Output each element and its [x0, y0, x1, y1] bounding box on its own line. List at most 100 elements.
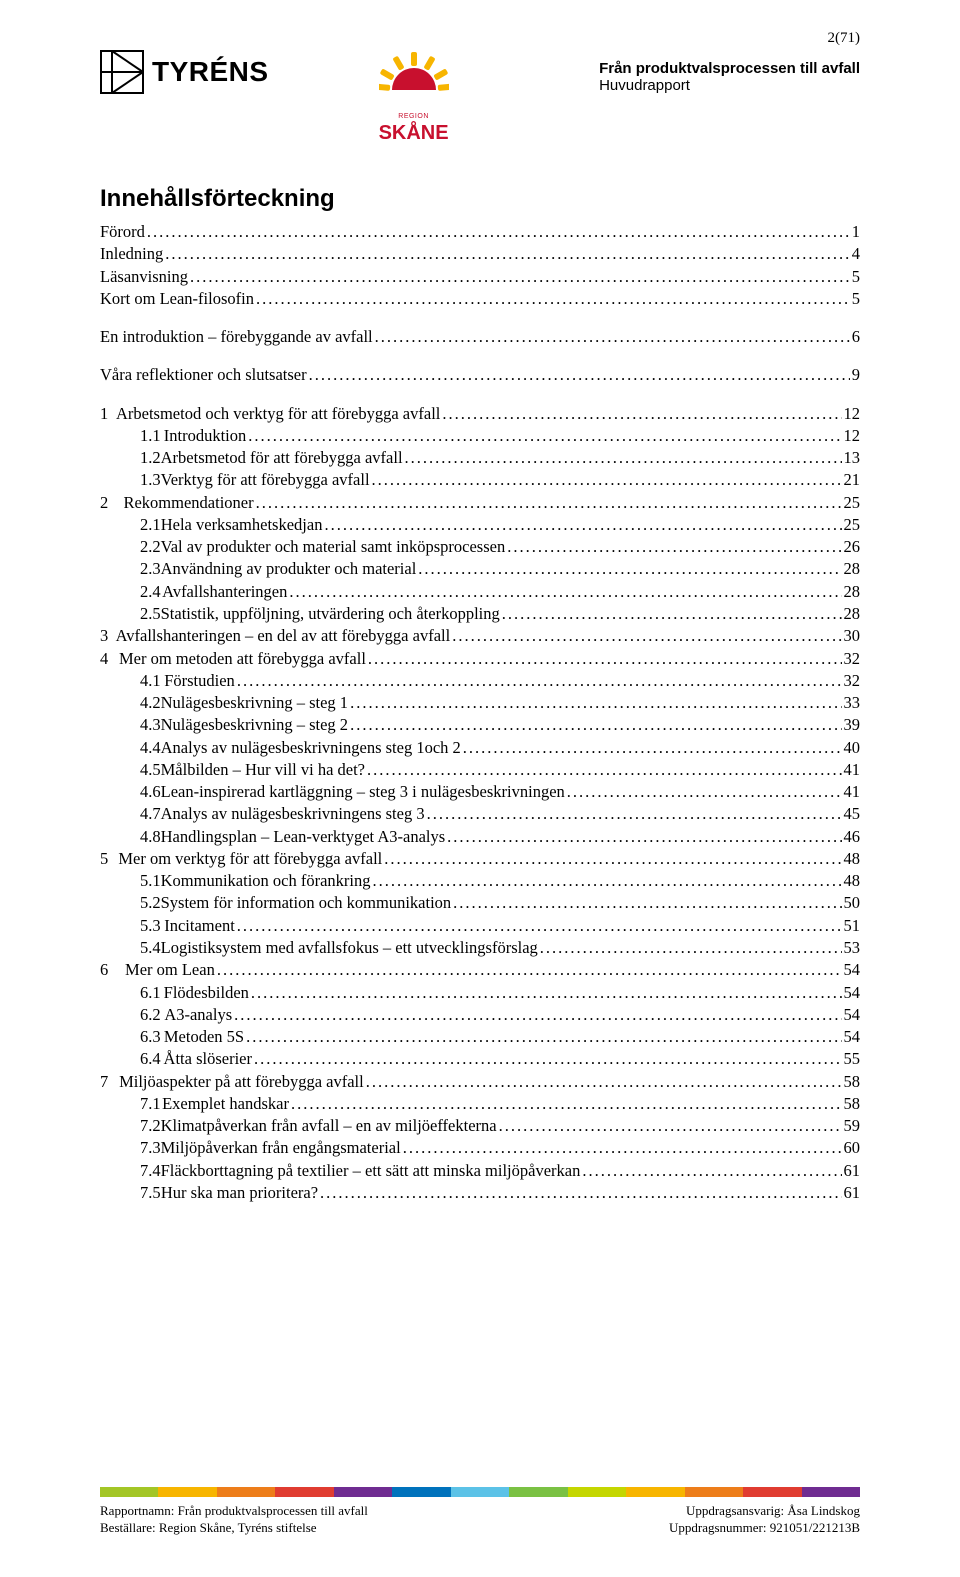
toc-number: 7.5	[100, 1182, 161, 1204]
toc-leader-dots	[254, 1048, 842, 1070]
toc-leader-dots	[289, 581, 841, 603]
toc-number: 5	[100, 848, 118, 870]
toc-leader-dots	[256, 492, 842, 514]
toc-leader-dots	[375, 326, 850, 348]
toc-leader-dots	[165, 243, 850, 265]
toc-entry: 7.3Miljöpåverkan från engångsmaterial60	[100, 1137, 860, 1159]
footer-bar-segment	[626, 1487, 684, 1497]
toc-number: 4.3	[100, 714, 161, 736]
tyrens-logo-text: TYRÉNS	[152, 56, 269, 88]
footer-right: Uppdragsansvarig: Åsa Lindskog Uppdragsn…	[669, 1503, 860, 1537]
toc-number: 6	[100, 959, 125, 981]
toc-entry: 6.1Flödesbilden54	[100, 982, 860, 1004]
toc-entry: 1.3Verktyg för att förebygga avfall21	[100, 469, 860, 491]
toc-label: Val av produkter och material samt inköp…	[161, 536, 506, 558]
toc-page-number: 25	[844, 514, 861, 536]
toc-leader-dots	[567, 781, 842, 803]
toc-leader-dots	[418, 558, 841, 580]
toc-page-number: 28	[844, 581, 861, 603]
toc-entry: 4.1Förstudien32	[100, 670, 860, 692]
toc-entry: 4.8Handlingsplan – Lean-verktyget A3-ana…	[100, 826, 860, 848]
tyrens-logo-icon	[100, 50, 144, 94]
toc-label: Arbetsmetod och verktyg för att förebygg…	[116, 403, 440, 425]
toc-entry: 5Mer om verktyg för att förebygga avfall…	[100, 848, 860, 870]
toc-entry: 1.2Arbetsmetod för att förebygga avfall1…	[100, 447, 860, 469]
toc-number: 6.2	[100, 1004, 164, 1026]
toc-leader-dots	[405, 447, 842, 469]
footer-left: Rapportnamn: Från produktvalsprocessen t…	[100, 1503, 368, 1537]
page-footer: Rapportnamn: Från produktvalsprocessen t…	[100, 1487, 860, 1537]
toc-page-number: 28	[844, 603, 861, 625]
toc-page-number: 21	[844, 469, 861, 491]
toc-entry: 7.1Exemplet handskar58	[100, 1093, 860, 1115]
toc-label: Lean-inspirerad kartläggning – steg 3 i …	[161, 781, 565, 803]
footer-client: Beställare: Region Skåne, Tyréns stiftel…	[100, 1520, 368, 1537]
toc-page-number: 1	[852, 221, 860, 243]
toc-leader-dots	[350, 714, 841, 736]
toc-number: 6.1	[100, 982, 164, 1004]
toc-heading: Innehållsförteckning	[100, 185, 860, 213]
toc-page-number: 54	[844, 982, 861, 1004]
footer-bar-segment	[451, 1487, 509, 1497]
toc-leader-dots	[246, 1026, 841, 1048]
toc-page-number: 41	[844, 781, 861, 803]
toc-number: 2.4	[100, 581, 162, 603]
toc-number: 4.8	[100, 826, 161, 848]
toc-number: 5.4	[100, 937, 161, 959]
skane-sun-icon	[379, 50, 449, 113]
toc-entry: 7.2Klimatpåverkan från avfall – en av mi…	[100, 1115, 860, 1137]
toc-label: Metoden 5S	[164, 1026, 244, 1048]
toc-page-number: 48	[844, 870, 861, 892]
toc-leader-dots	[502, 603, 842, 625]
toc-entry: 4.2Nulägesbeskrivning – steg 133	[100, 692, 860, 714]
toc-entry: 5.4Logistiksystem med avfallsfokus – ett…	[100, 937, 860, 959]
toc-entry: 4.7Analys av nulägesbeskrivningens steg …	[100, 803, 860, 825]
toc-number: 2.1	[100, 514, 161, 536]
document-page: 2(71) TYRÉNS	[0, 0, 960, 1577]
toc-number: 5.2	[100, 892, 161, 914]
toc-label: Inledning	[100, 243, 163, 265]
toc-label: Kommunikation och förankring	[161, 870, 371, 892]
toc-page-number: 40	[844, 737, 861, 759]
toc-entry: 2.2Val av produkter och material samt in…	[100, 536, 860, 558]
toc-leader-dots	[248, 425, 841, 447]
header-title-sub: Huvudrapport	[599, 77, 860, 94]
toc-number: 1.1	[100, 425, 164, 447]
toc-page-number: 39	[844, 714, 861, 736]
page-number: 2(71)	[828, 30, 861, 47]
toc-entry: 4.5Målbilden – Hur vill vi ha det?41	[100, 759, 860, 781]
toc-entry: 1Arbetsmetod och verktyg för att förebyg…	[100, 403, 860, 425]
footer-assignment-number: Uppdragsnummer: 921051/221213B	[669, 1520, 860, 1537]
toc-number: 6.4	[100, 1048, 164, 1070]
toc-leader-dots	[350, 692, 841, 714]
toc-label: Åtta slöserier	[164, 1048, 252, 1070]
footer-responsible: Uppdragsansvarig: Åsa Lindskog	[669, 1503, 860, 1520]
footer-bar-segment	[334, 1487, 392, 1497]
toc-page-number: 54	[844, 959, 861, 981]
toc-label: Målbilden – Hur vill vi ha det?	[161, 759, 365, 781]
toc-leader-dots	[403, 1137, 842, 1159]
footer-bar-segment	[100, 1487, 158, 1497]
toc-label: Avfallshanteringen	[162, 581, 287, 603]
toc-number: 1	[100, 403, 116, 425]
toc-entry: 4.4Analys av nulägesbeskrivningens steg …	[100, 737, 860, 759]
toc-page-number: 61	[844, 1182, 861, 1204]
toc-label: Nulägesbeskrivning – steg 2	[161, 714, 348, 736]
toc-number: 2	[100, 492, 123, 514]
toc-entry: 5.2System för information och kommunikat…	[100, 892, 860, 914]
toc-label: Incitament	[164, 915, 235, 937]
toc-page-number: 5	[852, 266, 860, 288]
toc-number: 5.1	[100, 870, 161, 892]
toc-label: Hela verksamhetskedjan	[161, 514, 323, 536]
toc-page-number: 5	[852, 288, 860, 310]
toc-number: 4.1	[100, 670, 164, 692]
toc-label: A3-analys	[164, 1004, 232, 1026]
toc-label: Mer om verktyg för att förebygga avfall	[118, 848, 382, 870]
toc-label: Analys av nulägesbeskrivningens steg 3	[161, 803, 425, 825]
toc-leader-dots	[384, 848, 841, 870]
toc-label: Handlingsplan – Lean-verktyget A3-analys	[161, 826, 446, 848]
toc-page-number: 4	[852, 243, 860, 265]
toc-leader-dots	[190, 266, 850, 288]
toc-leader-dots	[237, 670, 842, 692]
toc-number: 6.3	[100, 1026, 164, 1048]
